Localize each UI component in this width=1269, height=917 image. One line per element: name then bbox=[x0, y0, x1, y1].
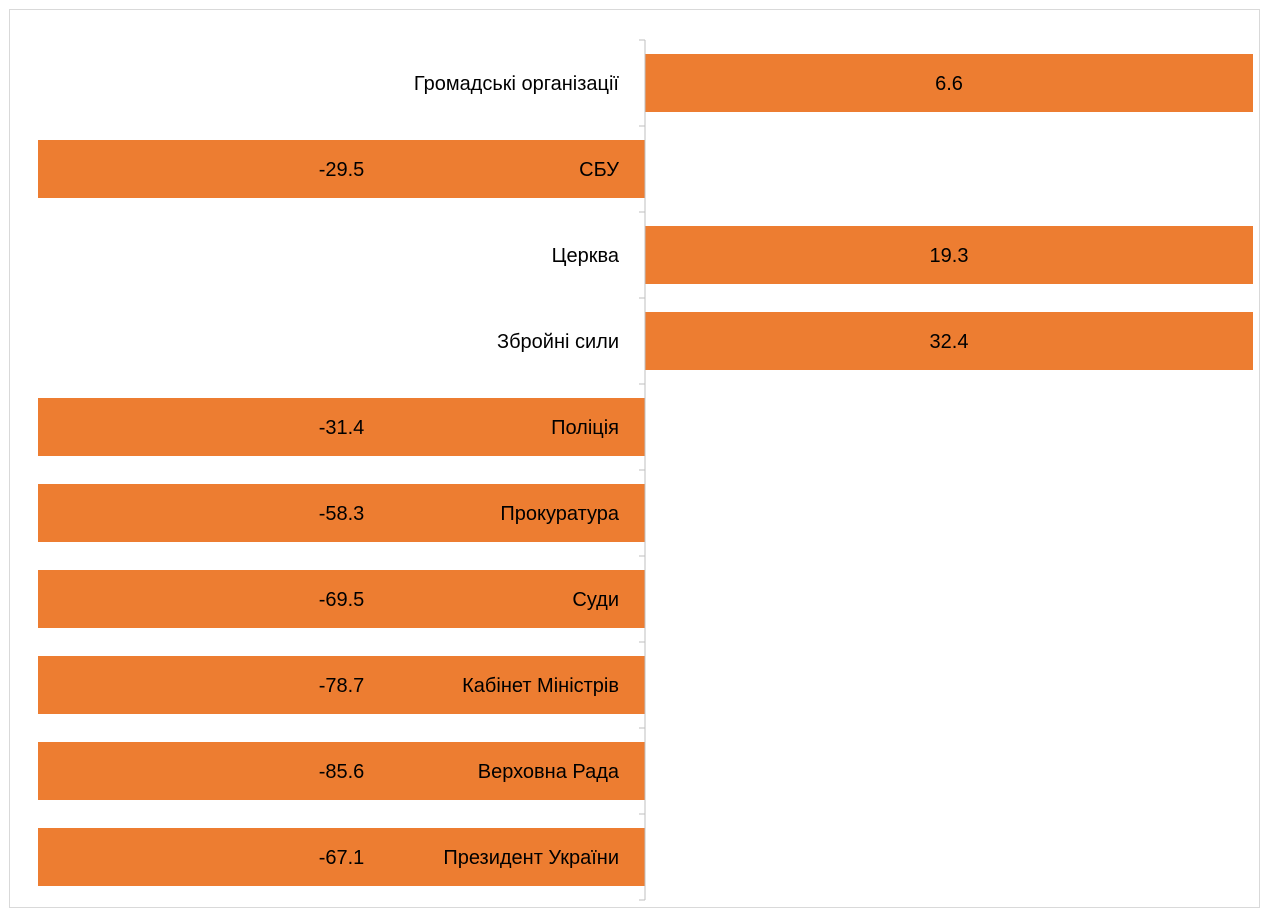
bar-2 bbox=[645, 226, 1253, 284]
data-label: -67.1 bbox=[319, 847, 365, 869]
bar-7 bbox=[38, 656, 645, 714]
category-label: Кабінет Міністрів bbox=[462, 675, 619, 697]
category-label: Поліція bbox=[551, 417, 619, 439]
data-label: 6.6 bbox=[935, 73, 963, 95]
bar-5 bbox=[38, 484, 645, 542]
category-label: Громадські організації bbox=[414, 73, 620, 95]
bar-1 bbox=[38, 140, 645, 198]
bar-4 bbox=[38, 398, 645, 456]
category-label: Верховна Рада bbox=[478, 761, 620, 783]
data-label: 19.3 bbox=[930, 245, 969, 267]
bar-8 bbox=[38, 742, 645, 800]
bar-9 bbox=[38, 828, 645, 886]
category-label: Президент України bbox=[443, 847, 619, 869]
bar-6 bbox=[38, 570, 645, 628]
data-label: -69.5 bbox=[319, 589, 365, 611]
data-label: -85.6 bbox=[319, 761, 365, 783]
data-label: -29.5 bbox=[319, 159, 365, 181]
bar-0 bbox=[645, 54, 1253, 112]
category-label: СБУ bbox=[579, 159, 619, 181]
bar-3 bbox=[645, 312, 1253, 370]
data-label: -78.7 bbox=[319, 675, 365, 697]
category-label: Суди bbox=[572, 589, 619, 611]
data-label: -31.4 bbox=[319, 417, 365, 439]
category-label: Церква bbox=[552, 245, 620, 267]
data-label: 32.4 bbox=[930, 331, 969, 353]
data-label: -58.3 bbox=[319, 503, 365, 525]
category-label: Збройні сили bbox=[497, 331, 619, 353]
category-label: Прокуратура bbox=[500, 503, 619, 525]
